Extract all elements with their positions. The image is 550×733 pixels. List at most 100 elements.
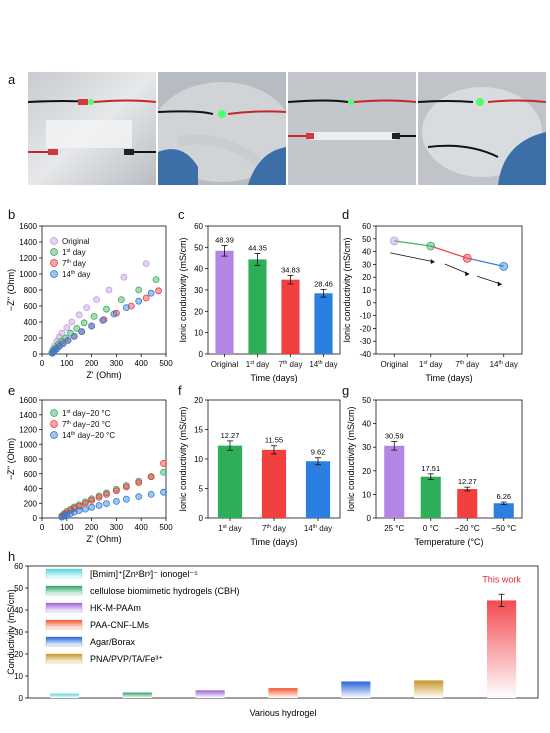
d-xtick-label-1: 1st day: [419, 360, 443, 369]
panel-label-h: h: [8, 549, 16, 564]
g-ytick-label: 10: [362, 490, 371, 499]
photo-4: [418, 72, 546, 185]
b-legend-marker-3: [50, 270, 58, 278]
g-ytick-label: 30: [362, 443, 371, 452]
panel-label-e: e: [8, 383, 16, 398]
c-ytick-label: 60: [194, 222, 203, 231]
b-point-s2: [142, 294, 150, 302]
g-data-label-1: 17.51: [421, 464, 440, 473]
b-xtick-label: 200: [85, 359, 99, 368]
d-xtick-label-2: 7th day: [455, 360, 479, 369]
h-ytick-label: 20: [14, 650, 23, 659]
h-legend-swatch-5: [45, 653, 83, 664]
f-ytick-label: 15: [194, 426, 203, 435]
b-point-s3: [70, 333, 78, 340]
b-point-s3: [59, 340, 67, 348]
e-point-s2: [67, 510, 74, 517]
b-ytick-label: 800: [24, 286, 38, 295]
d-point-0: [389, 236, 399, 246]
h-legend-label-4: Agar/Borax: [90, 637, 136, 647]
h-bar-2: [195, 690, 225, 698]
chart-g-conductivity-temperature: 0 10 20 30 40 50 Ionic conductivity (mS/cm) 30.…: [346, 396, 523, 547]
e-point-s1: [122, 483, 130, 491]
chart-h-hydrogel-comparison: 0 10 20 30 40 50 60 Conductivity (mS/cm) This wo…: [6, 562, 539, 718]
d-trend-arrowhead-0: [430, 259, 435, 265]
b-point-s3: [147, 289, 155, 297]
e-ytick-label: 1200: [19, 426, 37, 435]
b-ytick-label: 1000: [19, 270, 37, 279]
f-xtick-label-0: 1st day: [218, 524, 242, 533]
g-data-label-2: 12.27: [458, 477, 477, 486]
d-point-3: [499, 261, 509, 271]
e-point-s2: [147, 491, 155, 498]
h-bar-0: [49, 693, 79, 698]
h-bar-3: [268, 688, 298, 698]
b-point-s1: [117, 296, 125, 303]
c-bar-1: [248, 259, 267, 354]
c-xtick-label-0: Original: [211, 360, 239, 369]
e-point-s0: [160, 468, 167, 476]
g-ytick-label: 20: [362, 467, 371, 476]
chart-f-conductivity-bars-cold: 0 5 10 15 20 Ionic conductivity (mS/cm) 12.27 1…: [178, 396, 341, 547]
g-bar-1: [420, 476, 441, 518]
d-point-2: [462, 253, 472, 263]
e-point-s2: [122, 495, 130, 503]
f-xtick-label-1: 7th day: [262, 524, 286, 533]
g-ytick-label: 50: [362, 396, 371, 405]
h-annotation-this-work: This work: [482, 574, 521, 584]
b-legend-marker-0: [50, 237, 58, 245]
b-legend-label-0: Original: [62, 237, 90, 246]
panel-label-a: a: [8, 72, 16, 87]
b-point-s0: [93, 296, 100, 303]
e-ylabel: −Z'' (Ohm): [6, 438, 16, 480]
chart-e-impedance-cold: 0 200 400 600 800 1000 1200 1400 1600 0 100 200 300 4…: [6, 396, 173, 544]
b-legend-marker-1: [50, 248, 58, 256]
panel-label-f: f: [178, 383, 182, 398]
e-point-s2: [103, 500, 110, 508]
d-xtick-label-3: 14th day: [490, 360, 518, 369]
h-legend-swatch-4: [45, 636, 83, 647]
b-point-s3: [64, 336, 72, 344]
c-ytick-label: 30: [194, 286, 203, 295]
e-ytick-label: 1600: [19, 396, 37, 405]
e-legend-marker-0: [50, 409, 58, 417]
h-ytick-label: 10: [14, 672, 23, 681]
panel-label-d: d: [342, 207, 350, 222]
c-xtick-label-2: 7th day: [279, 360, 303, 369]
photo-row: [28, 72, 546, 185]
e-xtick-label: 200: [85, 523, 99, 532]
b-point-s3: [122, 304, 130, 311]
f-data-label-0: 12.27: [221, 431, 240, 440]
f-bar-0: [217, 445, 243, 518]
f-ytick-label: 20: [194, 396, 203, 405]
g-data-label-3: 6.26: [496, 492, 511, 501]
g-ytick-label: 40: [362, 420, 371, 429]
h-bar-1: [122, 692, 152, 698]
b-point-s1: [73, 325, 81, 332]
h-ytick-label: 30: [14, 628, 23, 637]
d-point-1: [426, 241, 436, 251]
chart-b-impedance: 0 200 400 600 800 1000 1200 1400 1600 0 100 200 300 4…: [6, 222, 173, 380]
d-ytick-label: 10: [362, 286, 371, 295]
b-legend-marker-2: [50, 259, 58, 267]
b-point-s0: [83, 304, 91, 311]
f-data-label-2: 9.62: [311, 448, 326, 457]
e-point-s2: [88, 503, 95, 511]
b-legend-label-2: 7th day: [62, 259, 86, 268]
b-point-s1: [80, 319, 88, 327]
h-ytick-label: 50: [14, 584, 23, 593]
d-ytick-label: 50: [362, 235, 371, 244]
b-ytick-label: 1600: [19, 222, 37, 231]
b-legend-label-3: 14th day: [62, 270, 90, 279]
e-point-s2: [160, 488, 167, 496]
e-legend-label-2: 14th day−20 °C: [62, 431, 115, 440]
c-bar-0: [215, 250, 234, 354]
c-ytick-label: 40: [194, 265, 203, 274]
g-xtick-label-3: −50 °C: [491, 524, 516, 533]
h-ylabel: Conductivity (mS/cm): [6, 589, 16, 675]
c-data-label-1: 44.35: [248, 243, 267, 252]
g-data-label-0: 30.59: [385, 432, 404, 441]
c-ylabel: Ionic conductivity (mS/cm): [178, 237, 188, 342]
e-point-s2: [113, 498, 120, 505]
e-xtick-label: 100: [60, 523, 74, 532]
